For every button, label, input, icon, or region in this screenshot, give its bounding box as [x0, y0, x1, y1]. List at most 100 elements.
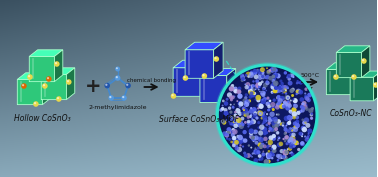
Circle shape: [230, 123, 232, 125]
Circle shape: [287, 121, 291, 125]
Circle shape: [298, 90, 303, 95]
FancyBboxPatch shape: [29, 56, 54, 82]
Circle shape: [276, 154, 280, 158]
Circle shape: [237, 87, 242, 90]
Circle shape: [221, 119, 225, 124]
Circle shape: [230, 104, 232, 106]
Circle shape: [261, 68, 263, 70]
Circle shape: [244, 102, 249, 107]
Circle shape: [270, 112, 275, 117]
Circle shape: [252, 80, 255, 83]
Polygon shape: [326, 63, 360, 69]
Circle shape: [278, 121, 281, 123]
Circle shape: [231, 130, 235, 135]
Circle shape: [263, 83, 268, 88]
Circle shape: [277, 101, 279, 103]
Circle shape: [290, 88, 294, 93]
Circle shape: [352, 75, 354, 77]
Circle shape: [245, 101, 246, 103]
Circle shape: [232, 106, 235, 109]
Circle shape: [293, 99, 294, 100]
Circle shape: [257, 136, 261, 141]
Circle shape: [266, 142, 267, 143]
Circle shape: [233, 124, 238, 128]
Circle shape: [305, 104, 308, 107]
Circle shape: [270, 66, 276, 72]
Circle shape: [237, 147, 242, 152]
Circle shape: [172, 94, 174, 96]
Circle shape: [284, 132, 287, 135]
Polygon shape: [201, 60, 211, 96]
Circle shape: [302, 121, 307, 125]
Circle shape: [254, 84, 260, 89]
Circle shape: [282, 138, 285, 140]
Circle shape: [231, 119, 232, 121]
Circle shape: [284, 132, 287, 134]
Circle shape: [243, 138, 248, 143]
Circle shape: [284, 116, 289, 121]
Circle shape: [245, 93, 248, 96]
Circle shape: [287, 77, 291, 81]
FancyBboxPatch shape: [17, 79, 42, 105]
Circle shape: [263, 118, 267, 122]
Circle shape: [264, 111, 266, 113]
Circle shape: [21, 83, 27, 89]
Circle shape: [231, 133, 235, 137]
Circle shape: [271, 121, 276, 126]
Circle shape: [278, 98, 283, 103]
Circle shape: [252, 88, 255, 92]
Circle shape: [28, 75, 30, 77]
Circle shape: [250, 107, 253, 109]
Circle shape: [297, 111, 299, 114]
Circle shape: [245, 110, 249, 115]
Circle shape: [351, 74, 357, 80]
Circle shape: [257, 121, 260, 124]
Circle shape: [272, 84, 276, 89]
Circle shape: [253, 151, 257, 155]
Circle shape: [283, 156, 288, 160]
Circle shape: [241, 121, 243, 124]
Circle shape: [285, 101, 291, 107]
Circle shape: [291, 152, 294, 156]
Circle shape: [303, 103, 306, 106]
Circle shape: [283, 88, 285, 90]
Circle shape: [277, 96, 280, 99]
Circle shape: [259, 72, 260, 74]
Circle shape: [295, 123, 300, 128]
Circle shape: [232, 129, 238, 135]
Circle shape: [274, 86, 278, 90]
Circle shape: [232, 80, 302, 150]
Circle shape: [288, 127, 290, 129]
Circle shape: [221, 107, 225, 111]
Circle shape: [258, 130, 263, 136]
Circle shape: [248, 95, 252, 99]
Circle shape: [291, 94, 294, 97]
Circle shape: [272, 148, 277, 153]
Circle shape: [247, 75, 250, 78]
Polygon shape: [200, 68, 235, 76]
Circle shape: [235, 108, 240, 113]
Circle shape: [268, 116, 271, 119]
Circle shape: [294, 140, 299, 145]
Circle shape: [287, 129, 291, 133]
Circle shape: [285, 85, 289, 89]
Circle shape: [259, 144, 263, 149]
Circle shape: [224, 101, 228, 106]
Circle shape: [285, 105, 290, 111]
Circle shape: [310, 113, 313, 116]
Circle shape: [256, 130, 257, 132]
Circle shape: [310, 117, 313, 119]
Circle shape: [300, 132, 303, 136]
Circle shape: [287, 121, 291, 125]
Circle shape: [238, 101, 243, 106]
Circle shape: [226, 131, 230, 134]
Circle shape: [236, 108, 238, 110]
Circle shape: [225, 133, 229, 137]
Circle shape: [109, 96, 112, 98]
Circle shape: [227, 128, 232, 134]
Circle shape: [245, 85, 249, 89]
Circle shape: [266, 97, 270, 100]
Circle shape: [277, 98, 280, 102]
Circle shape: [258, 73, 261, 76]
Circle shape: [269, 101, 271, 104]
